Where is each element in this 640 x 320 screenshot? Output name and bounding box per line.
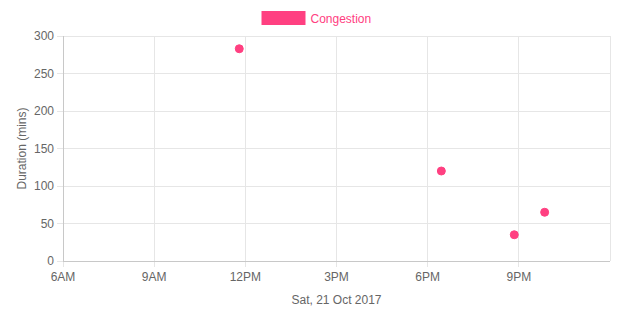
y-tick-label: 200 xyxy=(34,104,54,118)
y-tick xyxy=(57,148,63,149)
chart-svg: 0 50 100 150 200 250 300 6AM 9AM 12PM 3PM 6PM 9PM Sat… xyxy=(0,0,640,320)
x-tick xyxy=(245,261,246,267)
x-tick-label: 3PM xyxy=(324,270,349,284)
y-axis-line xyxy=(63,36,64,261)
y-axis-title: Duration (mins) xyxy=(15,107,29,189)
x-tick xyxy=(154,261,155,267)
x-grid-line xyxy=(63,36,64,261)
y-tick xyxy=(57,111,63,112)
legend-label: Congestion xyxy=(311,12,372,26)
scatter-point xyxy=(510,231,518,239)
y-tick-label: 300 xyxy=(34,29,54,43)
grid xyxy=(63,36,610,261)
y-grid-line xyxy=(63,261,610,262)
x-grid-line xyxy=(518,36,519,261)
x-tick xyxy=(427,261,428,267)
chart-container: 0 50 100 150 200 250 300 6AM 9AM 12PM 3PM 6PM 9PM Sat… xyxy=(0,0,640,320)
x-tick-label: 9PM xyxy=(506,270,531,284)
x-grid-line xyxy=(336,36,337,261)
x-axis-line xyxy=(63,261,610,262)
y-tick-label: 100 xyxy=(34,179,54,193)
axes: 0 50 100 150 200 250 300 6AM 9AM 12PM 3PM 6PM 9PM xyxy=(34,29,610,284)
y-tick-label: 50 xyxy=(41,217,55,231)
x-tick-label: 6PM xyxy=(415,270,440,284)
x-tick xyxy=(63,261,64,267)
y-tick-label: 0 xyxy=(47,254,54,268)
x-tick-label: 6AM xyxy=(51,270,76,284)
x-grid-line xyxy=(427,36,428,261)
x-tick xyxy=(336,261,337,267)
y-tick xyxy=(57,73,63,74)
x-tick-label: 9AM xyxy=(142,270,167,284)
y-tick xyxy=(57,186,63,187)
x-axis-title: Sat, 21 Oct 2017 xyxy=(291,293,381,307)
x-grid-line xyxy=(154,36,155,261)
scatter-point xyxy=(235,45,243,53)
y-tick xyxy=(57,36,63,37)
scatter-point xyxy=(541,208,549,216)
y-tick xyxy=(57,223,63,224)
x-tick xyxy=(518,261,519,267)
y-tick-label: 250 xyxy=(34,67,54,81)
x-grid-line xyxy=(245,36,246,261)
y-tick xyxy=(57,261,63,262)
legend: Congestion xyxy=(262,11,372,26)
points xyxy=(235,45,548,239)
scatter-point xyxy=(437,167,445,175)
y-tick-label: 150 xyxy=(34,142,54,156)
x-tick-label: 12PM xyxy=(230,270,261,284)
legend-swatch xyxy=(262,11,306,25)
plot-frame-right xyxy=(610,36,611,261)
